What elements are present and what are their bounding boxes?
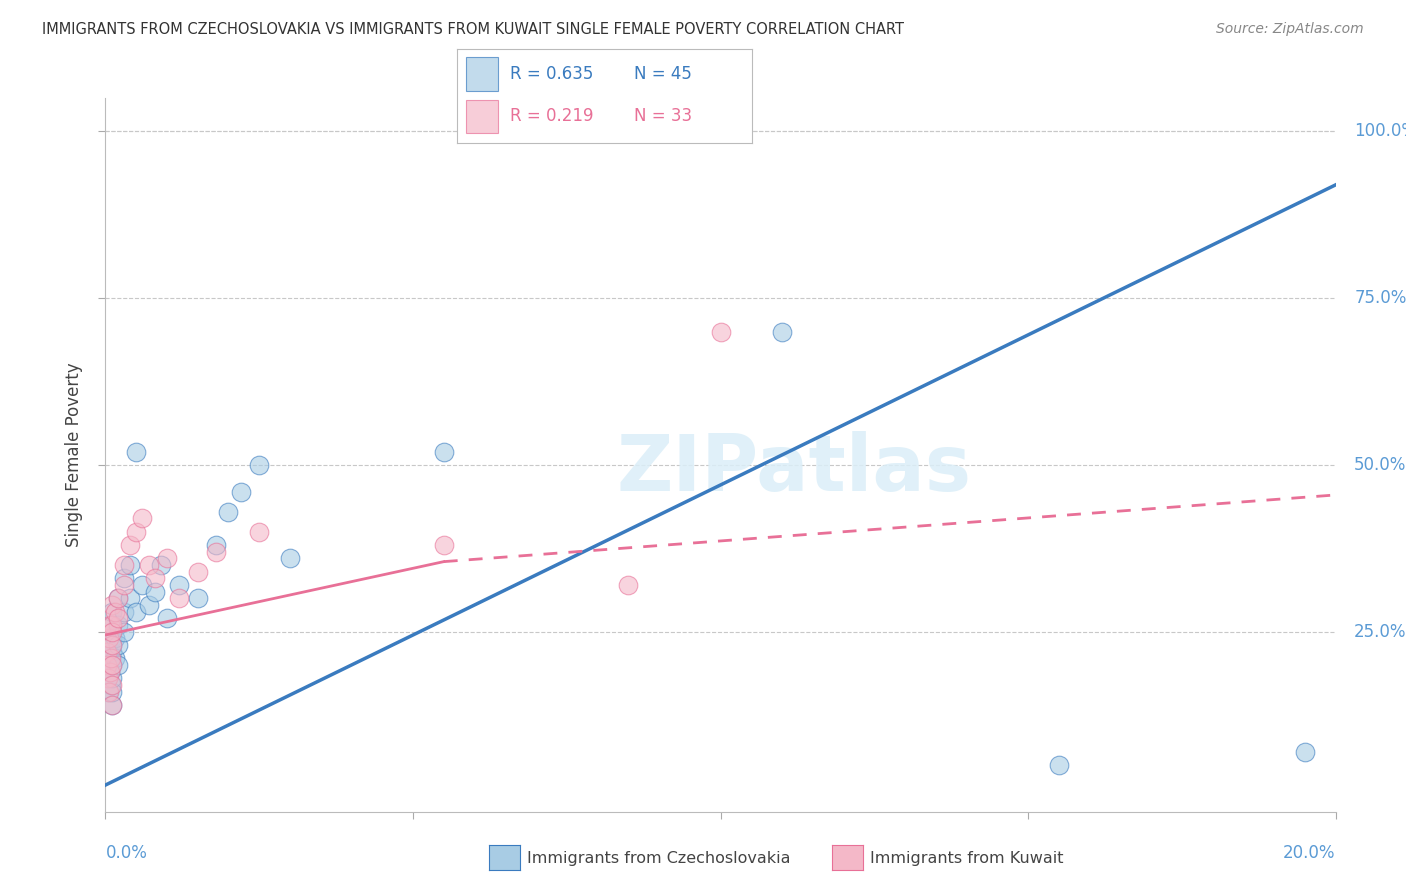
Point: [100, 698, 122, 712]
Text: IMMIGRANTS FROM CZECHOSLOVAKIA VS IMMIGRANTS FROM KUWAIT SINGLE FEMALE POVERTY C: IMMIGRANTS FROM CZECHOSLOVAKIA VS IMMIGR…: [42, 22, 904, 37]
FancyBboxPatch shape: [465, 100, 498, 134]
Point: [218, 505, 240, 519]
Point: [433, 444, 456, 458]
Text: Immigrants from Kuwait: Immigrants from Kuwait: [870, 851, 1064, 865]
Point: [143, 584, 166, 599]
Y-axis label: Single Female Poverty: Single Female Poverty: [65, 363, 83, 547]
Point: [100, 678, 122, 692]
Point: [98, 618, 121, 632]
Text: 50.0%: 50.0%: [1354, 456, 1406, 474]
Point: [100, 658, 122, 673]
Point: [96, 645, 118, 659]
Point: [107, 591, 129, 606]
Point: [1294, 745, 1316, 759]
Text: 0.0%: 0.0%: [105, 844, 148, 862]
Point: [120, 558, 141, 572]
Point: [156, 551, 179, 566]
Point: [107, 618, 129, 632]
Point: [100, 658, 122, 673]
Text: N = 33: N = 33: [634, 108, 692, 126]
Point: [100, 618, 122, 632]
Point: [100, 698, 122, 712]
Point: [187, 591, 209, 606]
Text: 100.0%: 100.0%: [1354, 122, 1406, 140]
Point: [149, 558, 172, 572]
FancyBboxPatch shape: [465, 57, 498, 91]
Point: [247, 458, 270, 472]
Point: [229, 484, 252, 499]
Point: [107, 611, 129, 625]
Point: [107, 638, 129, 652]
Point: [100, 684, 122, 698]
Point: [112, 624, 135, 639]
Point: [96, 671, 118, 685]
Point: [710, 325, 733, 339]
Point: [97, 684, 120, 698]
Point: [131, 578, 153, 592]
Point: [100, 651, 122, 665]
Text: 75.0%: 75.0%: [1354, 289, 1406, 307]
Point: [104, 651, 127, 665]
Point: [617, 578, 640, 592]
Point: [278, 551, 301, 566]
Point: [96, 658, 118, 673]
Point: [770, 325, 793, 339]
Point: [100, 624, 122, 639]
Point: [97, 658, 120, 673]
Point: [100, 598, 122, 612]
Point: [125, 605, 148, 619]
Text: 20.0%: 20.0%: [1284, 844, 1336, 862]
Point: [131, 511, 153, 525]
Point: [125, 444, 148, 458]
Point: [112, 578, 135, 592]
Point: [156, 611, 179, 625]
Point: [112, 571, 135, 585]
Point: [100, 678, 122, 692]
Text: 25.0%: 25.0%: [1354, 623, 1406, 640]
Point: [125, 524, 148, 539]
Text: R = 0.219: R = 0.219: [510, 108, 593, 126]
Point: [138, 598, 160, 612]
Point: [187, 565, 209, 579]
Point: [120, 538, 141, 552]
Point: [100, 638, 122, 652]
Text: R = 0.635: R = 0.635: [510, 65, 593, 83]
Point: [98, 665, 122, 679]
Point: [107, 591, 129, 606]
Point: [112, 558, 135, 572]
Point: [97, 684, 120, 698]
Point: [98, 645, 121, 659]
Text: N = 45: N = 45: [634, 65, 692, 83]
Point: [433, 538, 456, 552]
Point: [100, 632, 122, 646]
Point: [100, 671, 122, 685]
Point: [100, 638, 122, 652]
Point: [1047, 758, 1070, 772]
Point: [98, 665, 121, 679]
Point: [120, 591, 141, 606]
Point: [98, 632, 121, 646]
Point: [138, 558, 160, 572]
Point: [104, 605, 127, 619]
Point: [100, 605, 122, 619]
Point: [205, 544, 228, 558]
Point: [247, 524, 270, 539]
Text: Source: ZipAtlas.com: Source: ZipAtlas.com: [1216, 22, 1364, 37]
Text: ZIPatlas: ZIPatlas: [617, 431, 972, 508]
Point: [107, 658, 129, 673]
Point: [100, 618, 122, 632]
Point: [169, 578, 191, 592]
Point: [98, 651, 122, 665]
Text: Immigrants from Czechoslovakia: Immigrants from Czechoslovakia: [527, 851, 790, 865]
Point: [205, 538, 228, 552]
Point: [143, 571, 166, 585]
Point: [97, 671, 120, 685]
Point: [100, 645, 122, 659]
Point: [169, 591, 191, 606]
Point: [112, 605, 135, 619]
Point: [104, 632, 127, 646]
